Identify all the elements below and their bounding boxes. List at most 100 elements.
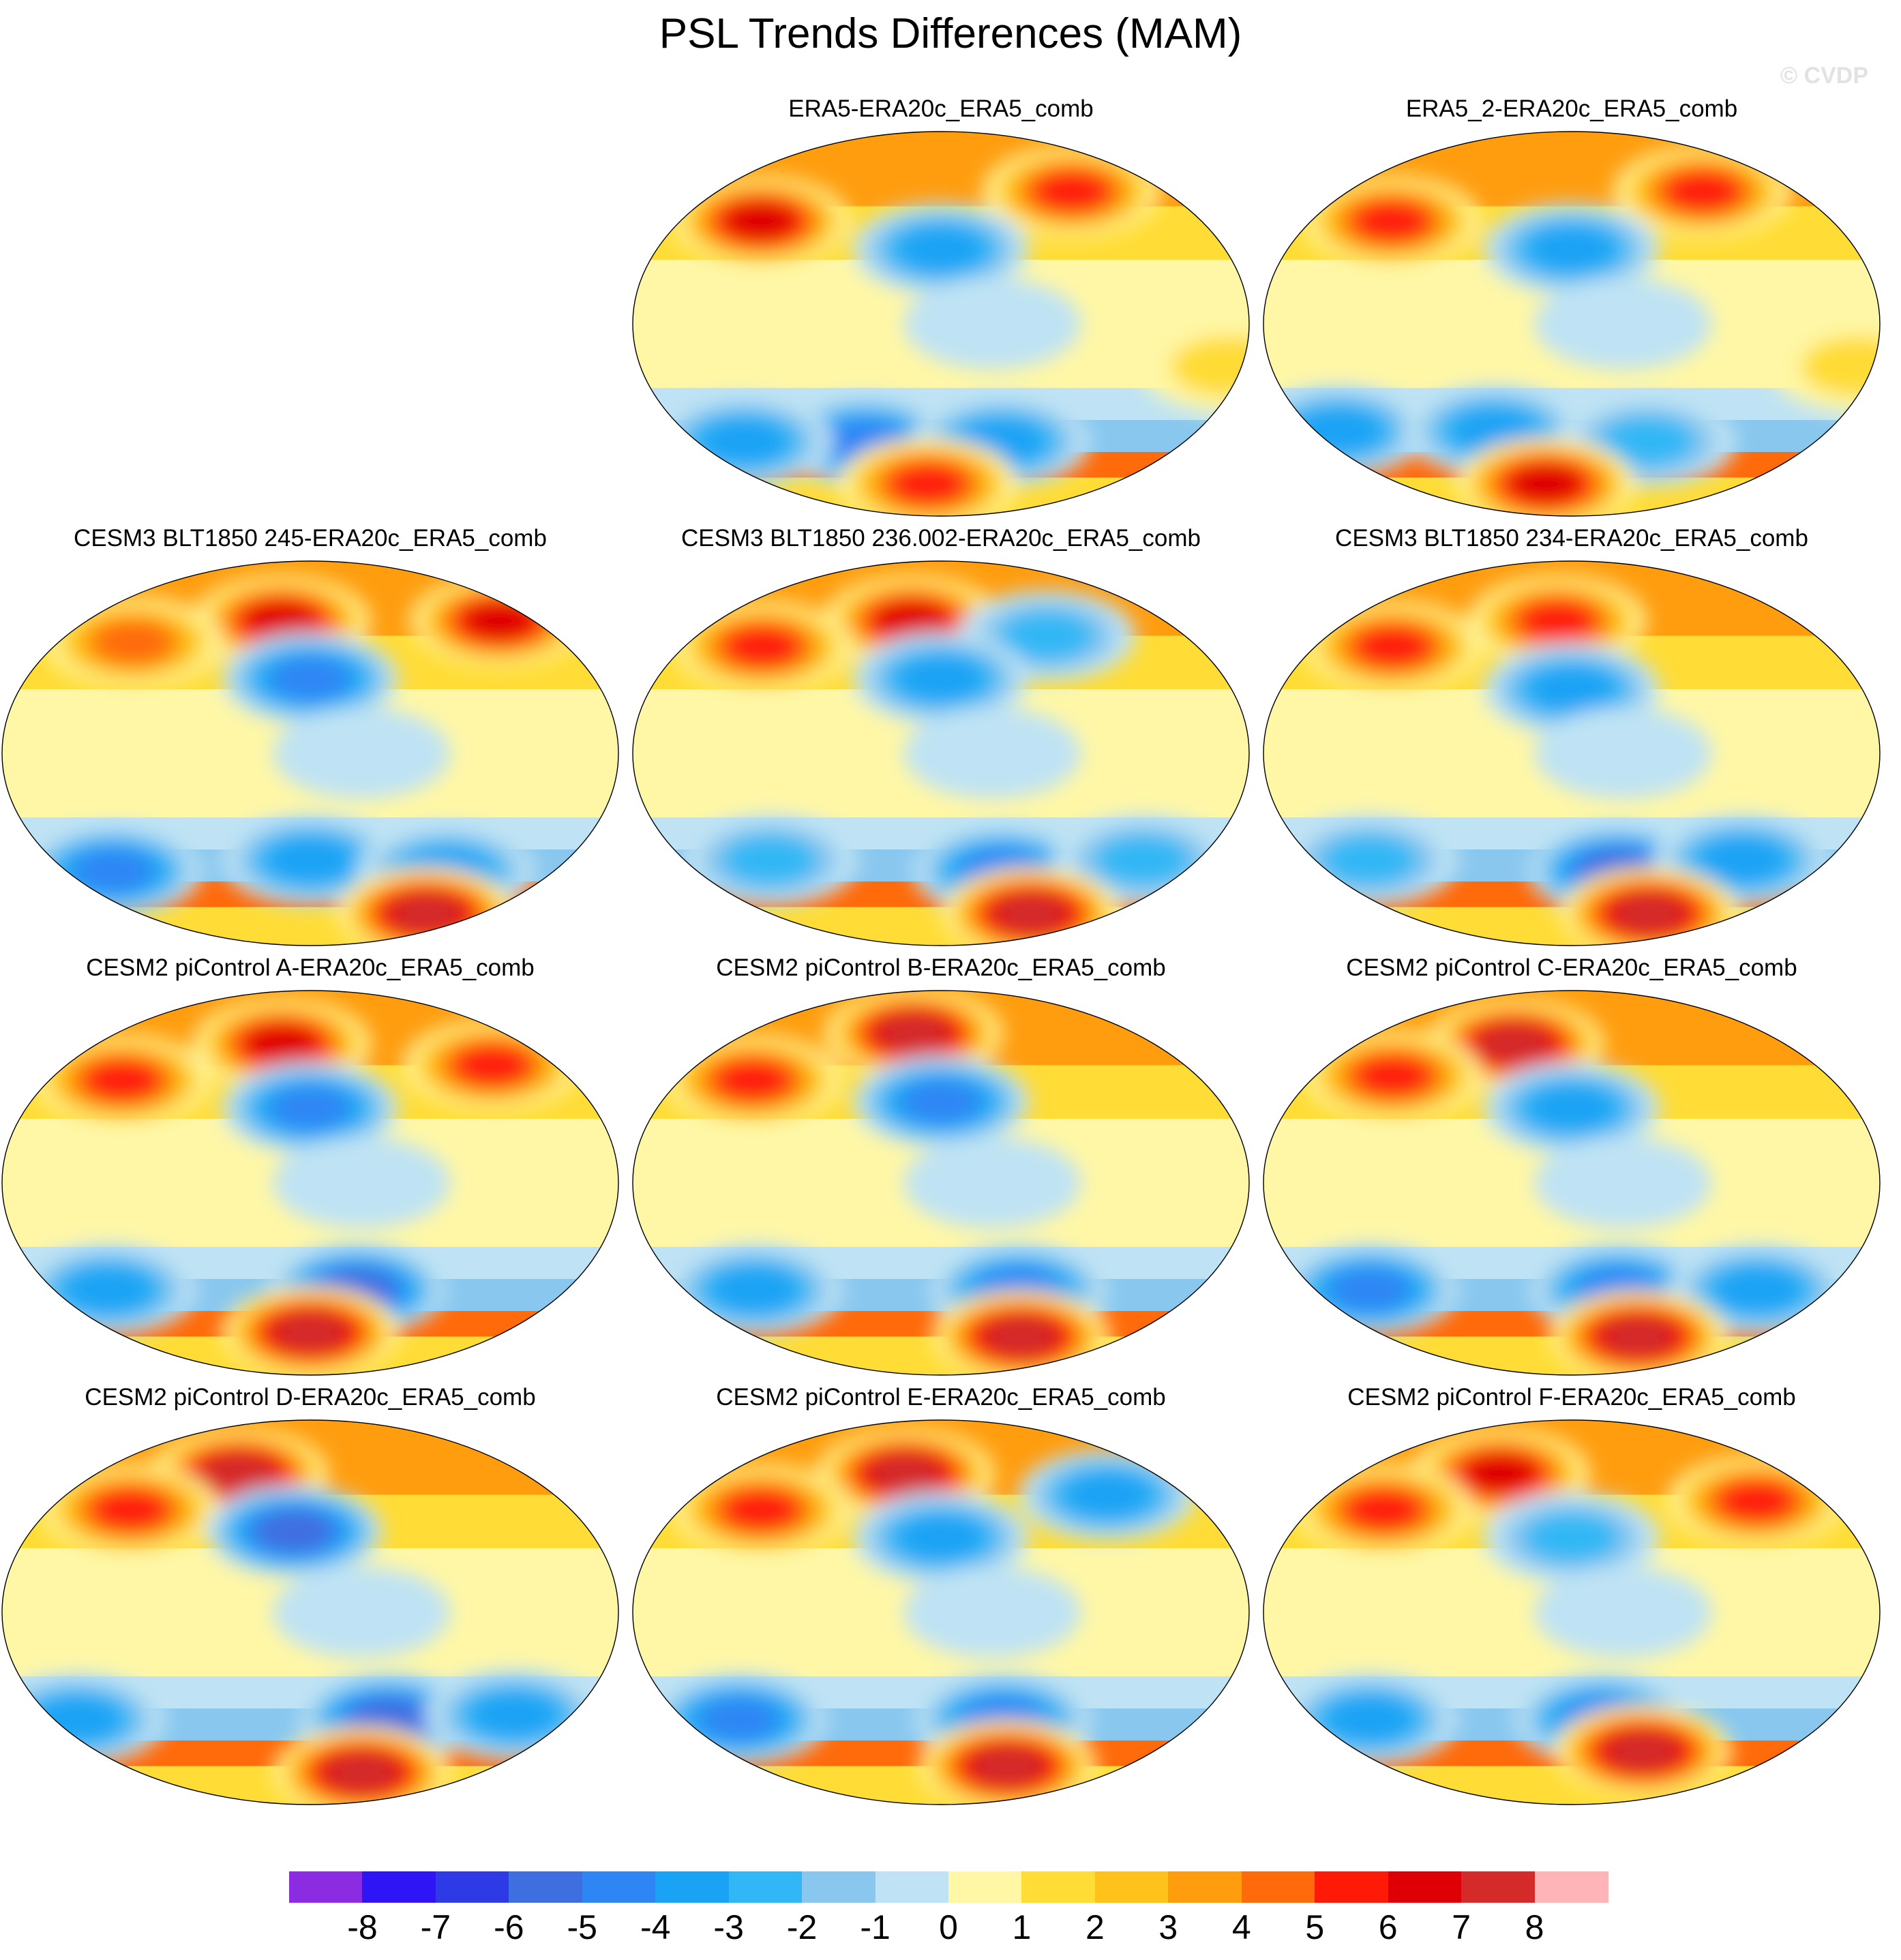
latitude-band [2,907,618,946]
map-outline [632,131,1250,517]
map-outline [1263,990,1881,1376]
anomaly-contour [898,226,984,272]
colorbar-tick-label: 1 [1012,1908,1032,1946]
robinson-map [1,560,619,946]
anomaly-contour [1614,894,1684,933]
robinson-map [1263,990,1881,1376]
anomaly-contour [903,1567,1081,1658]
colorbar-tick-label: 0 [939,1908,958,1946]
map-outline [632,560,1250,946]
anomaly-contour [1519,601,1595,642]
anomaly-contour [723,1490,798,1531]
anomaly-contour [92,1490,168,1531]
map-panel-6: CESM2 piControl A-ERA20c_ERA5_comb [0,954,620,1384]
colorbar-swatch [1168,1871,1242,1903]
panel-title: CESM2 piControl C-ERA20c_ERA5_comb [1346,954,1797,981]
map-panel-1: ERA5-ERA20c_ERA5_comb [631,95,1251,525]
anomaly-contour [715,1060,791,1101]
anomaly-contour [712,1267,798,1312]
anomaly-contour [65,1267,151,1312]
map-outline [1,560,619,946]
colorbar-tick-label: 3 [1158,1908,1178,1946]
colorbar-swatch [509,1871,583,1903]
colorbar-tick-label: -5 [567,1908,597,1946]
colorbar-tick-label: -8 [347,1908,378,1946]
anomaly-contour [463,601,535,641]
robinson-map [1,1419,619,1805]
colorbar-swatch [582,1871,656,1903]
anomaly-contour [1510,464,1582,504]
colorbar-swatch [1461,1871,1536,1903]
colorbar-tick-label: 6 [1378,1908,1398,1946]
anomaly-contour [267,837,353,883]
anomaly-contour [996,894,1066,933]
robinson-map [1263,131,1881,517]
anomaly-contour [273,1137,451,1228]
colorbar-swatch [948,1871,1023,1903]
anomaly-contour [1464,1453,1537,1493]
colorbar-tick-label: 4 [1231,1908,1251,1946]
anomaly-contour [699,1698,779,1740]
anomaly-contour [1355,626,1431,667]
anomaly-contour [85,1060,160,1101]
anomaly-contour [1524,1512,1619,1563]
anomaly-contour [903,278,1081,370]
anomaly-contour [1529,1085,1615,1131]
anomaly-contour [986,1317,1056,1356]
panel-title: CESM2 piControl F-ERA20c_ERA5_comb [1347,1384,1796,1411]
anomaly-contour [1480,1025,1550,1063]
panel-title: ERA5_2-ERA20c_ERA5_comb [1405,95,1738,122]
anomaly-contour [273,1567,451,1658]
anomaly-contour [275,1313,346,1351]
anomaly-contour [271,1087,350,1130]
anomaly-contour [1600,416,1696,467]
colorbar-swatch [289,1871,363,1903]
colorbar-swatch [1534,1871,1608,1903]
panel-title: ERA5-ERA20c_ERA5_comb [788,95,1094,122]
robinson-map [632,1419,1250,1805]
anomaly-contour [898,1515,984,1561]
colorbar-swatch [728,1871,803,1903]
anomaly-contour [471,1692,557,1738]
colorbar-swatch [655,1871,730,1903]
panel-title: CESM3 BLT1850 234-ERA20c_ERA5_comb [1335,525,1808,552]
anomaly-contour [391,894,462,933]
anomaly-contour [1715,1267,1801,1312]
map-panel-9: CESM2 piControl D-ERA20c_ERA5_comb [0,1384,620,1813]
panel-title: CESM2 piControl E-ERA20c_ERA5_comb [716,1384,1166,1411]
anomaly-contour [1801,336,1880,397]
anomaly-contour [701,419,787,464]
map-outline [1,1419,619,1805]
colorbar [289,1871,1608,1903]
map-outline [1263,131,1881,517]
colorbar-tick-label: 7 [1452,1908,1471,1946]
panel-title: CESM3 BLT1850 236.002-ERA20c_ERA5_comb [680,525,1201,552]
anomaly-contour [273,708,451,799]
anomaly-contour [1327,1696,1413,1742]
anomaly-contour [245,601,318,641]
anomaly-contour [245,1024,318,1064]
robinson-map [1,990,619,1376]
colorbar-tick-label: -1 [860,1908,890,1946]
latitude-band [633,907,1249,946]
map-outline [632,1419,1250,1805]
anomaly-contour [1608,1732,1678,1770]
anomaly-contour [271,657,350,700]
robinson-map [632,560,1250,946]
figure-title: PSL Trends Differences (MAM) [659,10,1242,57]
anomaly-contour [454,1045,530,1086]
colorbar-tick-label: -3 [713,1908,744,1946]
anomaly-contour [1346,1490,1422,1531]
anomaly-contour [898,656,984,702]
anomaly-contour [93,621,173,664]
anomaly-contour [1095,834,1191,886]
anomaly-contour [1664,171,1740,212]
map-outline [1263,560,1881,946]
robinson-map [1263,560,1881,946]
map-panel-4: CESM3 BLT1850 236.002-ERA20c_ERA5_comb [631,525,1251,954]
anomaly-contour [1534,708,1712,799]
anomaly-contour [204,1454,274,1492]
watermark: © CVDP [1780,63,1868,89]
map-panel-11: CESM2 piControl F-ERA20c_ERA5_comb [1261,1384,1882,1813]
panel-title: CESM2 piControl A-ERA20c_ERA5_comb [86,954,535,981]
